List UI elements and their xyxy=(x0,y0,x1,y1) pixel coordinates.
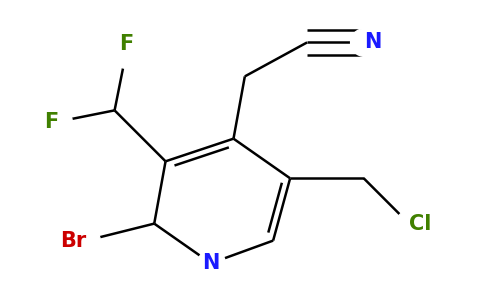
Text: Cl: Cl xyxy=(409,214,431,234)
Text: N: N xyxy=(364,32,381,52)
Text: F: F xyxy=(44,112,58,132)
Text: F: F xyxy=(119,34,133,54)
Text: N: N xyxy=(202,253,220,273)
Text: Br: Br xyxy=(60,231,86,250)
